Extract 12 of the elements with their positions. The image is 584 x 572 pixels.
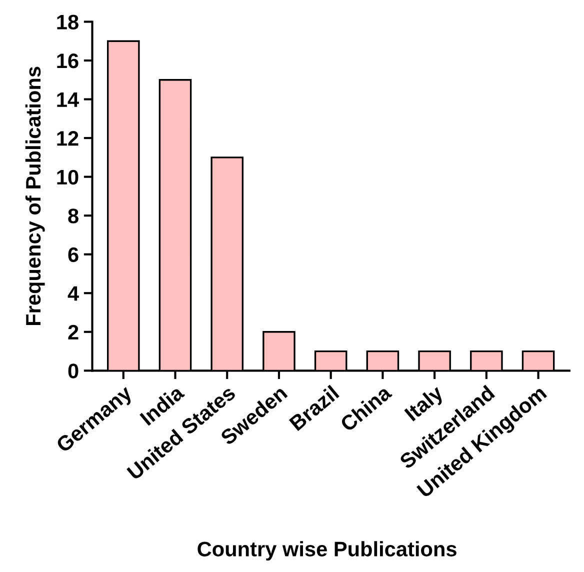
- y-tick-label: 16: [57, 54, 78, 68]
- y-tick-label: 6: [68, 247, 78, 262]
- y-tick-label: 18: [57, 14, 78, 30]
- y-tick-label: 2: [68, 324, 78, 340]
- y-axis-title: Frequency of Publications: [25, 66, 45, 326]
- x-axis-title: Country wise Publications: [198, 541, 456, 561]
- y-tick-label: 10: [57, 170, 78, 185]
- y-tick-label: 8: [68, 208, 78, 224]
- y-tick-label: 4: [68, 286, 79, 301]
- y-tick-label: 14: [57, 92, 79, 107]
- y-tick-label: 0: [68, 364, 78, 378]
- y-tick-label: 12: [57, 131, 78, 146]
